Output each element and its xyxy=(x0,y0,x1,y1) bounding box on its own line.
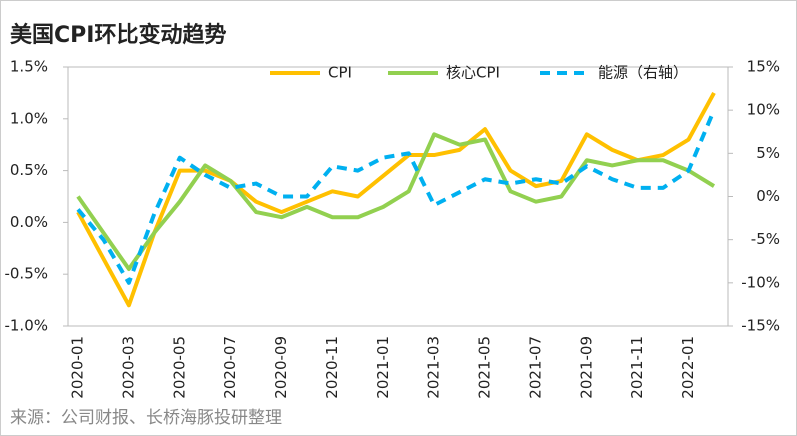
y2-tick-label: 5% xyxy=(756,144,780,162)
x-tick-label: 2021-07 xyxy=(526,336,544,399)
line xyxy=(76,109,716,285)
x-tick-label: 2020-11 xyxy=(323,336,341,399)
x-tick-label: 2021-03 xyxy=(425,336,443,399)
x-tick-label: 2020-05 xyxy=(170,336,188,399)
x-tick-label: 2021-01 xyxy=(374,336,392,399)
x-tick-label: 2021-05 xyxy=(476,336,494,399)
legend-label: 能源（右轴） xyxy=(598,64,688,82)
line xyxy=(76,91,716,308)
x-tick-label: 2022-01 xyxy=(679,336,697,399)
y-tick-label: 0.0% xyxy=(10,213,48,231)
y2-tick-label: 10% xyxy=(747,101,780,119)
y-tick-label: 1.0% xyxy=(10,109,48,127)
x-tick-label: 2020-01 xyxy=(69,336,87,399)
y2-tick-label: -5% xyxy=(751,230,780,248)
x-tick-label: 2021-09 xyxy=(577,336,595,399)
y2-tick-label: -15% xyxy=(741,317,780,335)
chart-title: 美国CPI环比变动趋势 xyxy=(10,22,226,48)
x-tick-label: 2020-07 xyxy=(221,336,239,399)
x-tick-label: 2020-09 xyxy=(272,336,290,399)
y-tick-label: 0.5% xyxy=(10,161,48,179)
legend-label: 核心CPI xyxy=(446,64,500,82)
legend-label: CPI xyxy=(328,64,352,82)
y-tick-label: -1.0% xyxy=(4,317,48,335)
y-tick-label: -0.5% xyxy=(4,265,48,283)
y2-tick-label: -10% xyxy=(741,273,780,291)
y2-tick-label: 0% xyxy=(756,187,780,205)
y-tick-label: 1.5% xyxy=(10,58,48,76)
x-tick-label: 2020-03 xyxy=(119,336,137,399)
source-note: 来源：公司财报、长桥海豚投研整理 xyxy=(10,408,282,428)
line xyxy=(76,132,716,272)
y2-tick-label: 15% xyxy=(747,58,780,76)
x-tick-label: 2021-11 xyxy=(628,336,646,399)
